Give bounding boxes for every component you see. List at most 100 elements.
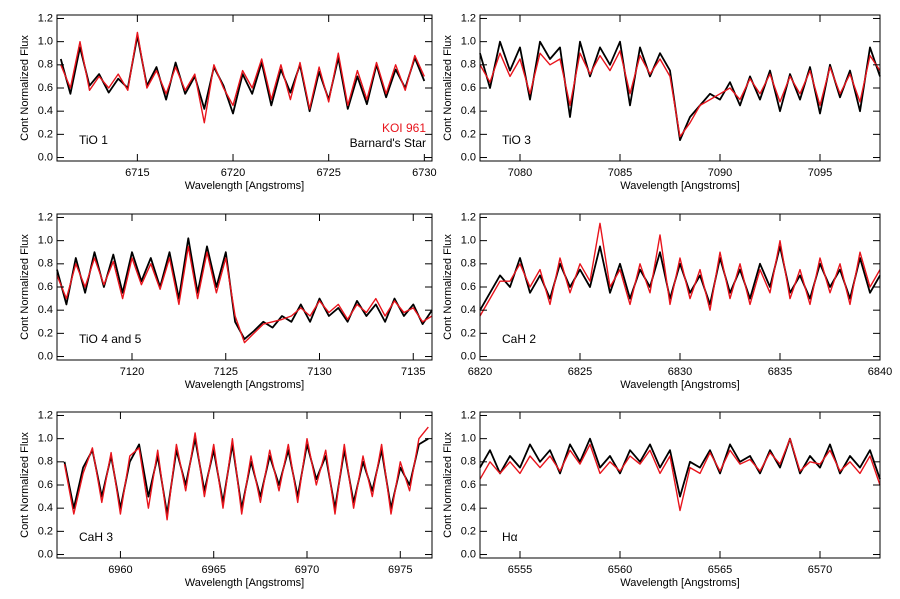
x-tick-label: 6725 bbox=[316, 167, 340, 179]
x-tick-label: 6835 bbox=[768, 366, 792, 378]
spectrum-line bbox=[56, 245, 433, 344]
y-tick-label: 0.2 bbox=[461, 128, 476, 140]
y-tick-label: 0.4 bbox=[461, 304, 476, 316]
y-tick-label: 0.2 bbox=[38, 128, 53, 140]
y-axis-label: Cont Normalized Flux bbox=[442, 35, 454, 141]
y-tick-label: 0.4 bbox=[461, 105, 476, 117]
x-tick-label: 6715 bbox=[125, 167, 149, 179]
y-tick-label: 0.8 bbox=[38, 258, 53, 270]
y-axis-label: Cont Normalized Flux bbox=[442, 432, 454, 538]
y-axis-label: Cont Normalized Flux bbox=[19, 234, 31, 340]
y-tick-label: 0.4 bbox=[38, 105, 53, 117]
y-tick-label: 0.2 bbox=[461, 327, 476, 339]
spectrum-line bbox=[479, 50, 881, 138]
x-tick-label: 6570 bbox=[808, 564, 832, 576]
x-tick-label: 6560 bbox=[608, 564, 632, 576]
y-tick-label: 0.4 bbox=[38, 502, 53, 514]
x-tick-label: 6830 bbox=[668, 366, 692, 378]
y-tick-label: 0.0 bbox=[38, 548, 53, 560]
y-tick-label: 0.6 bbox=[461, 281, 476, 293]
y-tick-label: 0.6 bbox=[461, 82, 476, 94]
x-tick-label: 6730 bbox=[412, 167, 436, 179]
spectrum-line bbox=[60, 31, 425, 124]
y-tick-label: 1.0 bbox=[38, 235, 53, 247]
x-tick-label: 7130 bbox=[307, 366, 331, 378]
y-tick-label: 0.0 bbox=[38, 151, 53, 163]
y-tick-label: 0.6 bbox=[38, 82, 53, 94]
y-tick-label: 0.8 bbox=[461, 59, 476, 71]
y-tick-label: 0.6 bbox=[461, 479, 476, 491]
plot-frame bbox=[479, 411, 881, 559]
y-axis-label: Cont Normalized Flux bbox=[19, 432, 31, 538]
x-tick-label: 6555 bbox=[508, 564, 532, 576]
panel-label: CaH 2 bbox=[502, 332, 536, 346]
panel-label: Hα bbox=[502, 530, 518, 544]
panel-label: TiO 4 and 5 bbox=[79, 332, 142, 346]
y-tick-label: 0.8 bbox=[461, 258, 476, 270]
panel-label: CaH 3 bbox=[79, 530, 113, 544]
y-tick-label: 0.0 bbox=[38, 350, 53, 362]
y-tick-label: 1.2 bbox=[461, 211, 476, 223]
x-tick-label: 6820 bbox=[468, 366, 492, 378]
plot-frame bbox=[56, 411, 433, 559]
y-tick-label: 0.6 bbox=[38, 281, 53, 293]
y-tick-label: 0.8 bbox=[38, 456, 53, 468]
x-axis-label: Wavelength [Angstroms] bbox=[620, 379, 739, 391]
spectrum-line bbox=[63, 426, 429, 521]
x-axis-label: Wavelength [Angstroms] bbox=[185, 180, 304, 192]
y-tick-label: 0.6 bbox=[38, 479, 53, 491]
spectrum-line bbox=[479, 437, 881, 498]
x-tick-label: 6960 bbox=[108, 564, 132, 576]
y-tick-label: 1.2 bbox=[38, 211, 53, 223]
y-tick-label: 1.0 bbox=[38, 433, 53, 445]
x-tick-label: 7125 bbox=[214, 366, 238, 378]
spectrum-line bbox=[479, 245, 881, 311]
y-tick-label: 0.2 bbox=[461, 525, 476, 537]
x-tick-label: 7095 bbox=[808, 167, 832, 179]
y-tick-label: 0.0 bbox=[461, 548, 476, 560]
spectrum-line bbox=[479, 222, 881, 317]
y-tick-label: 0.0 bbox=[461, 151, 476, 163]
spectrum-line bbox=[479, 40, 881, 142]
y-tick-label: 1.0 bbox=[461, 235, 476, 247]
y-tick-label: 0.2 bbox=[38, 327, 53, 339]
y-tick-label: 0.8 bbox=[38, 59, 53, 71]
x-tick-label: 7135 bbox=[401, 366, 425, 378]
spectrum-line bbox=[59, 35, 426, 115]
y-axis-label: Cont Normalized Flux bbox=[442, 234, 454, 340]
spectrum-line bbox=[56, 237, 433, 341]
y-tick-label: 0.8 bbox=[461, 456, 476, 468]
y-tick-label: 1.0 bbox=[461, 433, 476, 445]
legend-entry: KOI 961 bbox=[382, 121, 426, 135]
x-tick-label: 6965 bbox=[201, 564, 225, 576]
y-tick-label: 0.2 bbox=[38, 525, 53, 537]
x-tick-label: 7090 bbox=[708, 167, 732, 179]
y-tick-label: 1.0 bbox=[38, 36, 53, 48]
y-tick-label: 0.0 bbox=[461, 350, 476, 362]
y-tick-label: 1.2 bbox=[38, 12, 53, 24]
y-tick-label: 1.2 bbox=[461, 12, 476, 24]
panel-label: TiO 3 bbox=[502, 133, 531, 147]
x-axis-label: Wavelength [Angstroms] bbox=[620, 180, 739, 192]
x-tick-label: 6840 bbox=[868, 366, 892, 378]
y-tick-label: 1.0 bbox=[461, 36, 476, 48]
y-tick-label: 1.2 bbox=[38, 409, 53, 421]
x-tick-label: 6565 bbox=[708, 564, 732, 576]
x-tick-label: 6970 bbox=[295, 564, 319, 576]
x-tick-label: 7085 bbox=[608, 167, 632, 179]
x-tick-label: 6825 bbox=[568, 366, 592, 378]
plot-frame bbox=[479, 213, 881, 361]
panel-label: TiO 1 bbox=[79, 133, 108, 147]
x-axis-label: Wavelength [Angstroms] bbox=[185, 577, 304, 589]
y-tick-label: 1.2 bbox=[461, 409, 476, 421]
x-tick-label: 7080 bbox=[508, 167, 532, 179]
x-axis-label: Wavelength [Angstroms] bbox=[620, 577, 739, 589]
spectrum-line bbox=[479, 438, 881, 512]
x-tick-label: 7120 bbox=[120, 366, 144, 378]
legend-entry: Barnard's Star bbox=[350, 136, 426, 150]
x-tick-label: 6975 bbox=[388, 564, 412, 576]
x-axis-label: Wavelength [Angstroms] bbox=[185, 379, 304, 391]
x-tick-label: 6720 bbox=[221, 167, 245, 179]
y-tick-label: 0.4 bbox=[461, 502, 476, 514]
